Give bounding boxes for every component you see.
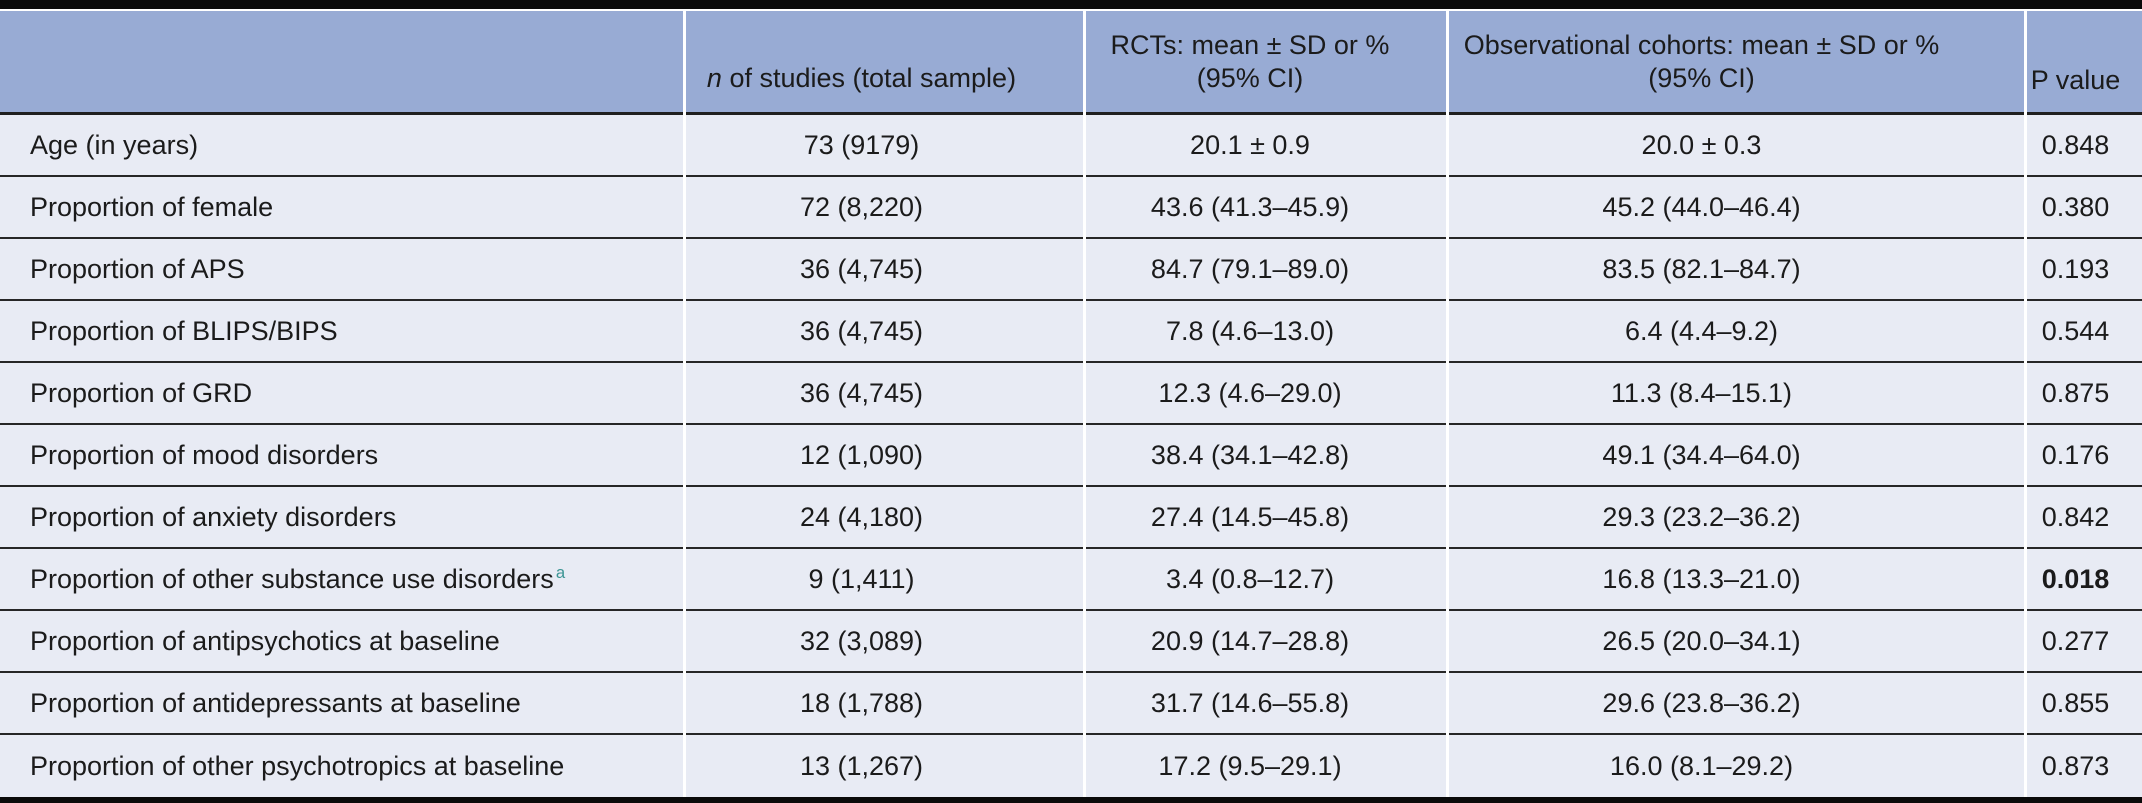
cell-characteristic-label: Proportion of other psychotropics at bas… xyxy=(0,735,683,797)
cell-characteristic-label: Proportion of antipsychotics at baseline xyxy=(0,611,683,673)
cell-p-value: 0.193 xyxy=(2027,239,2142,301)
cell-observational-value: 29.6 (23.8–36.2) xyxy=(1449,673,2024,735)
cell-observational-value: 16.8 (13.3–21.0) xyxy=(1449,549,2024,611)
cell-characteristic-label: Proportion of female xyxy=(0,177,683,239)
header-row: n of studies (total sample) RCTs: mean ±… xyxy=(0,11,2142,115)
cell-observational-value: 16.0 (8.1–29.2) xyxy=(1449,735,2024,797)
cell-characteristic-label: Proportion of APS xyxy=(0,239,683,301)
table-row: Proportion of antipsychotics at baseline… xyxy=(0,611,2142,673)
col-header-n-of-studies: n of studies (total sample) xyxy=(686,11,1083,115)
cell-n-of-studies: 18 (1,788) xyxy=(686,673,1083,735)
col-header-observational: Observational cohorts: mean ± SD or % (9… xyxy=(1449,11,2024,115)
cell-observational-value: 83.5 (82.1–84.7) xyxy=(1449,239,2024,301)
cell-observational-value: 11.3 (8.4–15.1) xyxy=(1449,363,2024,425)
cell-n-of-studies: 9 (1,411) xyxy=(686,549,1083,611)
cell-p-value: 0.176 xyxy=(2027,425,2142,487)
table-row: Proportion of APS 36 (4,745) 84.7 (79.1–… xyxy=(0,239,2142,301)
cell-rcts-value: 43.6 (41.3–45.9) xyxy=(1086,177,1446,239)
table-row: Proportion of BLIPS/BIPS 36 (4,745) 7.8 … xyxy=(0,301,2142,363)
cell-p-value: 0.875 xyxy=(2027,363,2142,425)
cell-characteristic-label: Proportion of antidepressants at baselin… xyxy=(0,673,683,735)
cell-p-value: 0.842 xyxy=(2027,487,2142,549)
cell-observational-value: 29.3 (23.2–36.2) xyxy=(1449,487,2024,549)
cell-observational-value: 6.4 (4.4–9.2) xyxy=(1449,301,2024,363)
baseline-characteristics-table: n of studies (total sample) RCTs: mean ±… xyxy=(0,11,2142,797)
cell-characteristic-label: Proportion of BLIPS/BIPS xyxy=(0,301,683,363)
rcts-header-line2: (95% CI) xyxy=(1196,63,1304,94)
col-header-rcts: RCTs: mean ± SD or % (95% CI) xyxy=(1086,11,1446,115)
table-row: Proportion of female 72 (8,220) 43.6 (41… xyxy=(0,177,2142,239)
cell-rcts-value: 20.1 ± 0.9 xyxy=(1086,115,1446,177)
table-row: Proportion of other substance use disord… xyxy=(0,549,2142,611)
cell-n-of-studies: 12 (1,090) xyxy=(686,425,1083,487)
cell-n-of-studies: 72 (8,220) xyxy=(686,177,1083,239)
cell-rcts-value: 3.4 (0.8–12.7) xyxy=(1086,549,1446,611)
cell-n-of-studies: 36 (4,745) xyxy=(686,301,1083,363)
cell-p-value: 0.277 xyxy=(2027,611,2142,673)
cell-n-of-studies: 73 (9179) xyxy=(686,115,1083,177)
cell-rcts-value: 7.8 (4.6–13.0) xyxy=(1086,301,1446,363)
table-body: Age (in years) 73 (9179) 20.1 ± 0.9 20.0… xyxy=(0,115,2142,797)
cell-observational-value: 45.2 (44.0–46.4) xyxy=(1449,177,2024,239)
cell-rcts-value: 38.4 (34.1–42.8) xyxy=(1086,425,1446,487)
table-row: Proportion of mood disorders 12 (1,090) … xyxy=(0,425,2142,487)
cell-characteristic-label: Proportion of other substance use disord… xyxy=(0,549,683,611)
cell-characteristic-label: Proportion of anxiety disorders xyxy=(0,487,683,549)
cell-observational-value: 49.1 (34.4–64.0) xyxy=(1449,425,2024,487)
cell-n-of-studies: 13 (1,267) xyxy=(686,735,1083,797)
table-row: Proportion of GRD 36 (4,745) 12.3 (4.6–2… xyxy=(0,363,2142,425)
cell-rcts-value: 84.7 (79.1–89.0) xyxy=(1086,239,1446,301)
table-row: Proportion of anxiety disorders 24 (4,18… xyxy=(0,487,2142,549)
cell-n-of-studies: 36 (4,745) xyxy=(686,239,1083,301)
col-header-empty xyxy=(0,11,683,115)
cell-rcts-value: 17.2 (9.5–29.1) xyxy=(1086,735,1446,797)
cell-characteristic-label: Proportion of GRD xyxy=(0,363,683,425)
rcts-header-line1: RCTs: mean ± SD or % xyxy=(1110,29,1390,60)
cell-n-of-studies: 32 (3,089) xyxy=(686,611,1083,673)
cell-p-value: 0.873 xyxy=(2027,735,2142,797)
cell-rcts-value: 20.9 (14.7–28.8) xyxy=(1086,611,1446,673)
cell-characteristic-label: Proportion of mood disorders xyxy=(0,425,683,487)
footnote-marker: a xyxy=(555,563,566,582)
cell-observational-value: 26.5 (20.0–34.1) xyxy=(1449,611,2024,673)
observational-header-line1: Observational cohorts: mean ± SD or % xyxy=(1463,29,1940,60)
cell-rcts-value: 12.3 (4.6–29.0) xyxy=(1086,363,1446,425)
observational-header-line2: (95% CI) xyxy=(1648,63,1755,94)
cell-p-value: 0.380 xyxy=(2027,177,2142,239)
cell-rcts-value: 31.7 (14.6–55.8) xyxy=(1086,673,1446,735)
cell-characteristic-label: Age (in years) xyxy=(0,115,683,177)
cell-n-of-studies: 36 (4,745) xyxy=(686,363,1083,425)
n-of-studies-label: n of studies (total sample) xyxy=(706,63,1017,94)
cell-n-of-studies: 24 (4,180) xyxy=(686,487,1083,549)
cell-p-value: 0.855 xyxy=(2027,673,2142,735)
cell-observational-value: 20.0 ± 0.3 xyxy=(1449,115,2024,177)
table-row: Proportion of antidepressants at baselin… xyxy=(0,673,2142,735)
cell-p-value: 0.544 xyxy=(2027,301,2142,363)
cell-rcts-value: 27.4 (14.5–45.8) xyxy=(1086,487,1446,549)
cell-p-value: 0.018 xyxy=(2027,549,2142,611)
cell-p-value: 0.848 xyxy=(2027,115,2142,177)
table-header: n of studies (total sample) RCTs: mean ±… xyxy=(0,11,2142,115)
col-header-p-value: P value xyxy=(2027,11,2142,115)
table-row: Proportion of other psychotropics at bas… xyxy=(0,735,2142,797)
table-row: Age (in years) 73 (9179) 20.1 ± 0.9 20.0… xyxy=(0,115,2142,177)
